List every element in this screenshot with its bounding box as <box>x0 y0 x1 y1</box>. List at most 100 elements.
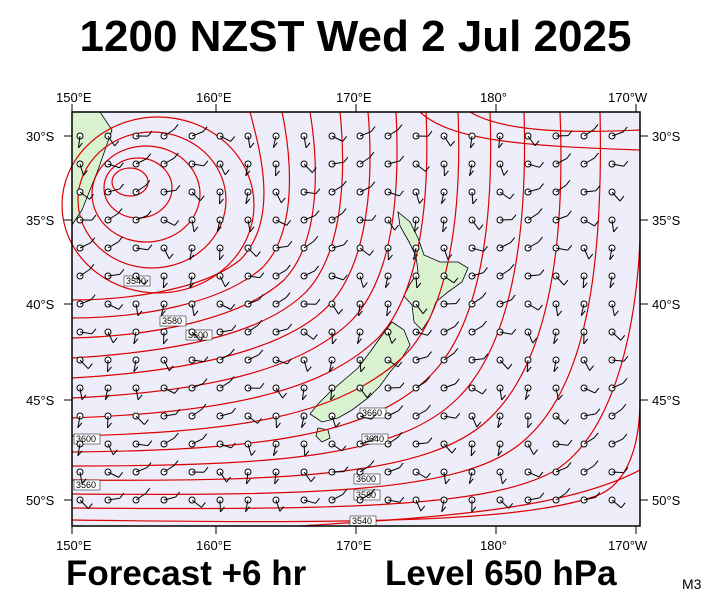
wind-barb-flag <box>203 466 209 473</box>
wind-barb <box>580 303 585 316</box>
wind-barb <box>135 247 148 251</box>
lon-label: 180° <box>480 90 507 105</box>
wind-barb <box>471 219 480 231</box>
wind-barb <box>611 382 624 389</box>
wind-barb-flag <box>83 170 88 176</box>
wind-barb-flag <box>533 449 539 455</box>
wind-barb <box>499 471 503 484</box>
wind-barb <box>330 387 333 400</box>
wind-barb-flag <box>104 394 110 400</box>
wind-barb <box>216 219 221 232</box>
wind-barb-flag <box>370 488 375 495</box>
wind-barb-flag <box>537 208 543 214</box>
wind-barb-flag <box>145 179 151 186</box>
wind-barb-flag <box>399 382 405 388</box>
wind-barb-flag <box>454 378 460 385</box>
wind-barb-flag <box>224 281 230 288</box>
wind-barb-flag <box>226 476 231 483</box>
wind-barb <box>583 496 596 501</box>
australia-land <box>71 111 113 227</box>
wind-barb <box>247 354 260 361</box>
wind-barb-flag <box>482 388 487 395</box>
wind-barb-flag <box>342 136 348 142</box>
wind-barb-flag <box>315 298 321 305</box>
wind-barb <box>77 135 81 148</box>
wind-barb <box>582 275 585 289</box>
wind-barb-flag <box>524 394 530 401</box>
wind-barb-flag <box>511 328 517 335</box>
wind-barb <box>219 471 227 483</box>
wind-barb-flag <box>469 170 474 177</box>
wind-barb <box>413 219 417 232</box>
wind-barb-flag <box>119 492 125 499</box>
wind-barb-flag <box>259 272 265 278</box>
wind-barb-flag <box>510 294 516 301</box>
wind-barb-flag <box>622 433 628 440</box>
wind-barb <box>303 499 316 504</box>
wind-barb-flag <box>314 265 320 272</box>
wind-barb-flag <box>397 124 403 130</box>
contour-label: 3540 <box>352 516 372 526</box>
wind-barb <box>555 415 566 425</box>
wind-barb <box>498 135 501 148</box>
wind-barb-flag <box>224 169 230 176</box>
wind-barb-flag <box>231 407 237 414</box>
wind-barb-flag <box>249 142 255 149</box>
wind-barb-flag <box>609 282 615 289</box>
wind-barb-flag <box>553 338 559 345</box>
wind-barb-flag <box>89 193 94 200</box>
wind-barb-flag <box>117 208 123 214</box>
wind-barb <box>359 186 372 193</box>
wind-barb-flag <box>391 338 397 344</box>
forecast-label: Forecast +6 hr <box>66 554 307 593</box>
wind-barb <box>219 353 231 361</box>
wind-barb-flag <box>593 460 599 466</box>
wind-barb <box>499 499 510 509</box>
wind-barb-flag <box>258 294 264 300</box>
lon-label: 160°E <box>196 538 232 553</box>
wind-barb <box>386 303 389 316</box>
wind-barb <box>387 219 395 231</box>
wind-barb-flag <box>539 183 544 189</box>
wind-barb-flag <box>441 506 447 513</box>
wind-barb <box>527 331 534 344</box>
wind-barb <box>471 415 478 428</box>
lat-label: 35°S <box>26 213 55 228</box>
wind-barb <box>609 275 613 288</box>
contour-label: 3640 <box>364 434 384 444</box>
wind-barbs <box>76 124 629 513</box>
wind-barb-flag <box>538 304 543 311</box>
wind-barb <box>218 191 221 205</box>
wind-barb <box>106 359 109 373</box>
wind-barb <box>303 135 307 148</box>
wind-barb-flag <box>453 347 459 354</box>
wind-barb-flag <box>282 392 287 399</box>
wind-barb <box>275 328 288 333</box>
wind-barb-flag <box>245 170 251 177</box>
wind-barb-flag <box>468 478 474 485</box>
wind-barb-flag <box>143 419 149 425</box>
wind-barb <box>162 275 165 289</box>
wind-barb <box>107 471 119 478</box>
wind-barb <box>441 499 445 512</box>
wind-barb <box>499 331 512 335</box>
wind-barb <box>303 215 316 221</box>
lon-label: 170°W <box>608 538 648 553</box>
wind-barb-flag <box>567 130 573 136</box>
wind-barb-flag <box>245 198 251 205</box>
wind-barb-flag <box>565 179 571 186</box>
wind-barb-flag <box>216 226 222 232</box>
wind-barb <box>272 135 277 148</box>
wind-barb-flag <box>310 476 316 483</box>
wind-barb-flag <box>146 153 152 160</box>
wind-barb-flag <box>203 160 209 167</box>
wind-barb <box>79 331 92 335</box>
wind-barb-flag <box>539 492 545 499</box>
wind-barb-flag <box>357 338 362 345</box>
wind-barb <box>583 157 595 165</box>
wind-barb-flag <box>245 478 251 485</box>
wind-barb-flag <box>147 440 153 446</box>
wind-barb <box>359 131 372 137</box>
wind-barb-flag <box>249 226 255 233</box>
wind-barb-flag <box>199 195 205 201</box>
